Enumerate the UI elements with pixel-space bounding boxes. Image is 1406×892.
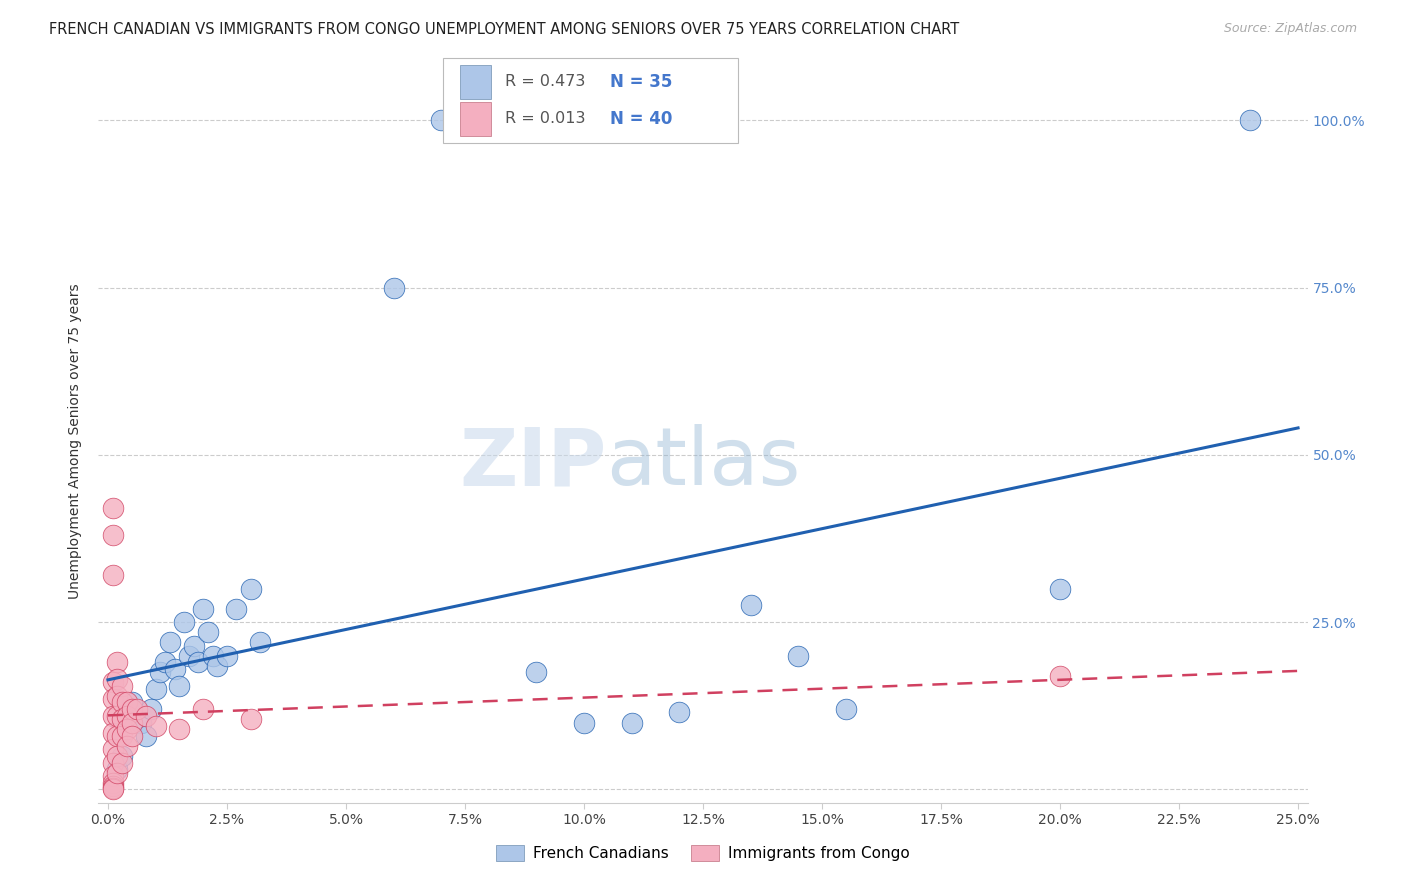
Point <box>572 715 595 730</box>
Point <box>159 635 181 649</box>
Point <box>121 729 143 743</box>
Point <box>135 729 157 743</box>
Point <box>107 689 129 703</box>
Point <box>101 675 124 690</box>
Point <box>145 719 167 733</box>
Point <box>135 708 157 723</box>
Legend: French Canadians, Immigrants from Congo: French Canadians, Immigrants from Congo <box>491 839 915 867</box>
Point <box>169 723 191 737</box>
Point <box>183 639 205 653</box>
Point <box>149 665 172 680</box>
Point <box>239 582 262 596</box>
Point <box>835 702 858 716</box>
Point <box>207 658 229 673</box>
Point <box>107 765 129 780</box>
Point <box>1049 669 1071 683</box>
Point <box>111 756 134 770</box>
Point <box>153 655 176 669</box>
Point <box>101 528 124 542</box>
Point <box>121 715 143 730</box>
Point <box>201 648 224 663</box>
Point <box>197 625 219 640</box>
Point <box>125 702 148 716</box>
Point <box>101 692 124 706</box>
Point <box>173 615 195 630</box>
Point <box>225 602 247 616</box>
Point <box>107 672 129 686</box>
Point <box>107 655 129 669</box>
Point <box>107 762 129 776</box>
Point <box>101 769 124 783</box>
Point <box>101 568 124 582</box>
Point <box>177 648 200 663</box>
Point <box>101 781 124 796</box>
Text: R = 0.473: R = 0.473 <box>505 74 585 89</box>
Point <box>249 635 271 649</box>
Point <box>111 749 134 764</box>
Point <box>111 679 134 693</box>
Point <box>191 602 214 616</box>
Point <box>107 708 129 723</box>
Point <box>115 723 138 737</box>
Point <box>121 696 143 710</box>
Point <box>382 281 405 295</box>
Point <box>115 739 138 753</box>
Point <box>115 708 138 723</box>
Point <box>111 696 134 710</box>
Point <box>1049 582 1071 596</box>
Point <box>101 779 124 793</box>
Point <box>169 679 191 693</box>
Y-axis label: Unemployment Among Seniors over 75 years: Unemployment Among Seniors over 75 years <box>69 284 83 599</box>
Point <box>740 599 762 613</box>
Point <box>115 696 138 710</box>
Point <box>101 756 124 770</box>
Point <box>101 501 124 516</box>
Point <box>111 712 134 726</box>
Text: N = 40: N = 40 <box>610 110 672 128</box>
Point <box>787 648 810 663</box>
Point <box>107 749 129 764</box>
Text: Source: ZipAtlas.com: Source: ZipAtlas.com <box>1223 22 1357 36</box>
Point <box>101 742 124 756</box>
Text: R = 0.013: R = 0.013 <box>505 112 585 127</box>
Point <box>215 648 238 663</box>
Text: atlas: atlas <box>606 425 800 502</box>
Point <box>239 712 262 726</box>
Point <box>121 702 143 716</box>
Point <box>139 702 162 716</box>
Point <box>524 665 547 680</box>
Point <box>668 706 690 720</box>
Point <box>101 776 124 790</box>
Point <box>1239 113 1261 128</box>
Text: ZIP: ZIP <box>458 425 606 502</box>
Point <box>111 729 134 743</box>
Point <box>163 662 186 676</box>
Point <box>187 655 209 669</box>
Point <box>430 113 453 128</box>
Point <box>101 725 124 739</box>
Point <box>107 729 129 743</box>
Point <box>620 715 643 730</box>
Point <box>101 708 124 723</box>
Point <box>129 715 152 730</box>
Text: FRENCH CANADIAN VS IMMIGRANTS FROM CONGO UNEMPLOYMENT AMONG SENIORS OVER 75 YEAR: FRENCH CANADIAN VS IMMIGRANTS FROM CONGO… <box>49 22 959 37</box>
Point <box>145 682 167 697</box>
Point <box>101 781 124 796</box>
Text: N = 35: N = 35 <box>610 73 672 91</box>
Point <box>191 702 214 716</box>
